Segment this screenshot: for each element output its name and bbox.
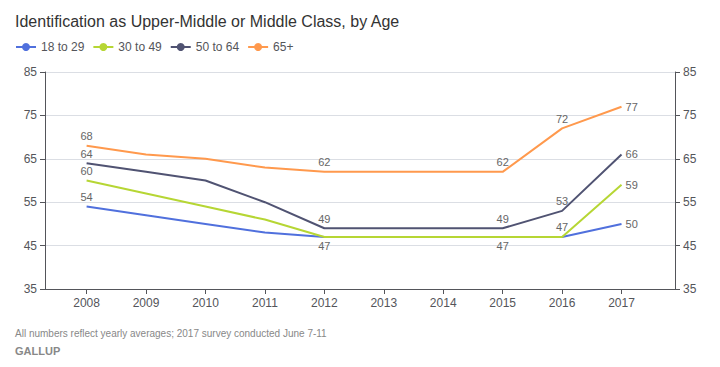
svg-text:49: 49	[497, 213, 509, 225]
svg-text:53: 53	[556, 195, 568, 207]
svg-text:72: 72	[556, 113, 568, 125]
svg-text:77: 77	[626, 101, 638, 113]
svg-text:47: 47	[556, 221, 568, 233]
svg-text:55: 55	[24, 195, 38, 209]
svg-text:35: 35	[24, 282, 38, 296]
svg-text:2013: 2013	[370, 296, 397, 310]
svg-text:2008: 2008	[73, 296, 100, 310]
svg-text:45: 45	[683, 239, 697, 253]
svg-text:50: 50	[626, 218, 638, 230]
svg-text:Identification as Upper-Middle: Identification as Upper-Middle or Middle…	[15, 13, 399, 30]
svg-text:60: 60	[80, 165, 92, 177]
svg-text:54: 54	[80, 191, 92, 203]
svg-text:All numbers reflect yearly ave: All numbers reflect yearly averages; 201…	[15, 328, 327, 339]
svg-text:85: 85	[683, 65, 697, 79]
svg-text:49: 49	[318, 213, 330, 225]
svg-text:GALLUP: GALLUP	[15, 345, 60, 357]
svg-text:2014: 2014	[430, 296, 457, 310]
svg-text:47: 47	[497, 240, 509, 252]
svg-text:2010: 2010	[192, 296, 219, 310]
svg-text:65: 65	[683, 152, 697, 166]
svg-text:2011: 2011	[252, 296, 278, 310]
svg-text:45: 45	[24, 239, 38, 253]
svg-text:59: 59	[626, 179, 638, 191]
svg-text:2016: 2016	[549, 296, 576, 310]
svg-text:2015: 2015	[489, 296, 516, 310]
svg-text:75: 75	[683, 108, 697, 122]
svg-text:2017: 2017	[608, 296, 635, 310]
svg-text:18 to 29: 18 to 29	[41, 40, 85, 54]
svg-text:35: 35	[683, 282, 697, 296]
svg-text:68: 68	[80, 130, 92, 142]
svg-text:65: 65	[24, 152, 38, 166]
svg-text:62: 62	[497, 156, 509, 168]
svg-text:65+: 65+	[273, 40, 293, 54]
svg-text:30 to 49: 30 to 49	[118, 40, 162, 54]
svg-text:64: 64	[80, 148, 92, 160]
svg-text:47: 47	[318, 240, 330, 252]
svg-text:75: 75	[24, 108, 38, 122]
svg-text:2012: 2012	[311, 296, 338, 310]
svg-text:85: 85	[24, 65, 38, 79]
svg-text:50 to 64: 50 to 64	[196, 40, 240, 54]
svg-text:2009: 2009	[133, 296, 160, 310]
svg-text:62: 62	[318, 156, 330, 168]
svg-text:55: 55	[683, 195, 697, 209]
svg-text:66: 66	[626, 148, 638, 160]
